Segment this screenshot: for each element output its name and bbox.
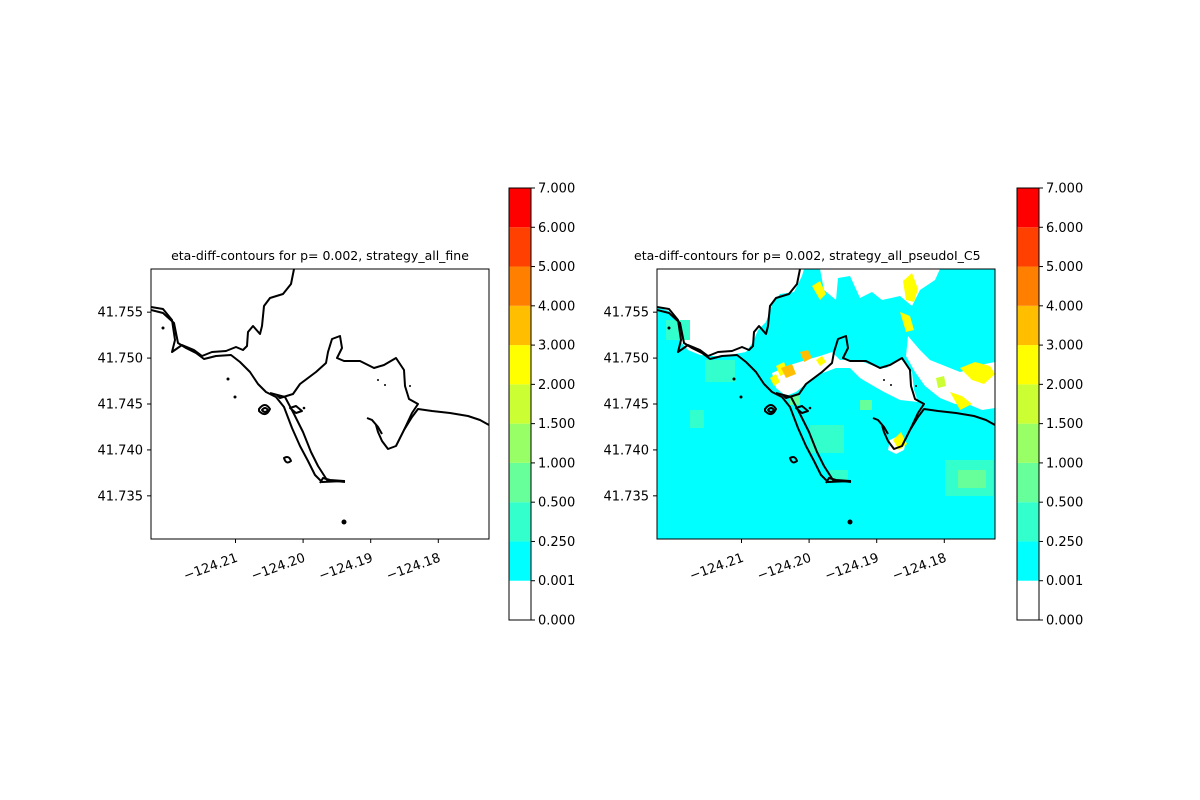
left-y-tick-label: 41.750 [98, 352, 144, 367]
left-y-tick-label: 41.740 [98, 443, 144, 458]
left-y-tick-label: 41.735 [98, 489, 144, 504]
left-x-ticks: −124.21 −124.20 −124.19 −124.18 [182, 539, 443, 584]
left-colorbar-tick-label: 0.250 [538, 535, 575, 550]
right-colorbar-tick-label: 2.000 [1046, 378, 1083, 393]
right-colorbar-tick-label: 7.000 [1046, 182, 1083, 197]
right-colorbar-swatch [1017, 305, 1039, 346]
right-colorbar-swatch [1017, 384, 1039, 424]
right-colorbar-swatch [1017, 188, 1039, 228]
right-field-yellow [770, 273, 995, 450]
left-colorbar-swatch [509, 227, 531, 267]
right-colorbar-swatch [1017, 227, 1039, 267]
right-x-tick-label: −124.20 [755, 551, 813, 584]
right-land-east [906, 336, 995, 410]
left-colorbar-swatch [509, 502, 531, 542]
left-colorbar-tick-label: 0.500 [538, 496, 575, 511]
left-y-tick-label: 41.755 [98, 306, 144, 321]
left-colorbar-swatch [509, 423, 531, 463]
right-field-orange [781, 350, 946, 388]
right-chart-title: eta-diff-contours for p= 0.002, strategy… [634, 248, 981, 263]
right-y-ticks: 41.735 41.740 41.745 41.750 41.755 [604, 306, 657, 504]
left-colorbar-tick-label: 3.000 [538, 339, 575, 354]
right-y-tick-label: 41.735 [604, 489, 650, 504]
left-colorbar-swatch [509, 188, 531, 228]
right-colorbar-swatches [1017, 188, 1039, 620]
left-x-tick-label: −124.18 [385, 551, 443, 584]
right-colorbar-tick-label: 0.000 [1046, 614, 1083, 629]
left-colorbar-tick-label: 5.000 [538, 260, 575, 275]
left-small-islands [161, 326, 411, 525]
right-colorbar-swatch [1017, 580, 1039, 620]
left-colorbar-swatch [509, 580, 531, 620]
right-colorbar-ticks: 0.000 0.001 0.250 0.500 1.000 1.500 2.000 3.000… [1039, 182, 1083, 629]
left-colorbar-ticks: 0.000 0.001 0.250 0.500 1.000 1.500 2.000 3.000… [531, 182, 575, 629]
right-colorbar-swatch [1017, 502, 1039, 542]
right-x-ticks: −124.21 −124.20 −124.19 −124.18 [688, 539, 949, 584]
right-panel: eta-diff-contours for p= 0.002, strategy… [604, 248, 996, 584]
left-y-ticks: 41.735 41.740 41.745 41.750 41.755 [98, 306, 151, 504]
left-colorbar-swatch [509, 384, 531, 424]
left-colorbar-tick-label: 1.000 [538, 456, 575, 471]
right-colorbar-frame [1016, 187, 1040, 621]
right-colorbar-tick-label: 1.500 [1046, 417, 1083, 432]
right-colorbar-tick-label: 3.000 [1046, 339, 1083, 354]
right-colorbar-swatch [1017, 266, 1039, 306]
left-panel: eta-diff-contours for p= 0.002, strategy… [98, 248, 490, 584]
right-y-tick-label: 41.740 [604, 443, 650, 458]
right-y-tick-label: 41.750 [604, 352, 650, 367]
left-colorbar-swatches [509, 188, 531, 620]
left-colorbar-tick-label: 0.000 [538, 614, 575, 629]
left-colorbar-tick-label: 0.001 [538, 574, 575, 589]
right-colorbar-tick-label: 1.000 [1046, 456, 1083, 471]
right-colorbar-tick-label: 5.000 [1046, 260, 1083, 275]
right-colorbar-swatch [1017, 345, 1039, 385]
right-colorbar-tick-label: 4.000 [1046, 299, 1083, 314]
right-map-area [657, 269, 995, 539]
left-colorbar-tick-label: 2.000 [538, 378, 575, 393]
left-colorbar-frame [508, 187, 532, 621]
right-small-islands [667, 326, 917, 525]
right-colorbar-swatch [1017, 541, 1039, 581]
left-map-area [151, 269, 489, 539]
left-chart-title: eta-diff-contours for p= 0.002, strategy… [171, 248, 469, 263]
right-colorbar-tick-label: 6.000 [1046, 221, 1083, 236]
right-colorbar-tick-label: 0.500 [1046, 496, 1083, 511]
left-y-tick-label: 41.745 [98, 398, 144, 413]
right-land-north [657, 269, 804, 356]
left-colorbar-swatch [509, 541, 531, 581]
right-colorbar-tick-label: 0.250 [1046, 535, 1083, 550]
right-colorbar-swatch [1017, 462, 1039, 503]
right-colorbar-tick-label: 0.001 [1046, 574, 1083, 589]
right-coastline [657, 269, 995, 484]
left-colorbar-swatch [509, 345, 531, 385]
left-colorbar-tick-label: 7.000 [538, 182, 575, 197]
left-colorbar-tick-label: 4.000 [538, 299, 575, 314]
left-coastline [151, 269, 489, 484]
right-y-tick-label: 41.755 [604, 306, 650, 321]
left-x-tick-label: −124.21 [182, 551, 240, 584]
right-x-tick-label: −124.18 [891, 551, 949, 584]
left-colorbar-tick-label: 6.000 [538, 221, 575, 236]
left-x-tick-label: −124.19 [317, 551, 375, 584]
left-x-tick-label: −124.20 [249, 551, 307, 584]
right-land-mid [772, 352, 918, 402]
left-colorbar: 0.000 0.001 0.250 0.500 1.000 1.500 2.000 3.000… [508, 182, 575, 629]
right-x-tick-label: −124.19 [823, 551, 881, 584]
right-x-tick-label: −124.21 [688, 551, 746, 584]
right-colorbar-swatch [1017, 423, 1039, 463]
right-y-tick-label: 41.745 [604, 398, 650, 413]
left-colorbar-swatch [509, 305, 531, 346]
left-colorbar-swatch [509, 462, 531, 503]
left-colorbar-swatch [509, 266, 531, 306]
left-colorbar-tick-label: 1.500 [538, 417, 575, 432]
right-colorbar: 0.000 0.001 0.250 0.500 1.000 1.500 2.000 3.000… [1016, 182, 1083, 629]
